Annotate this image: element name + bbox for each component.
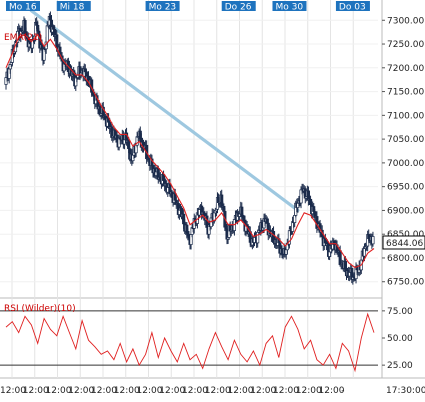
y-tick-label: 7100.00 [387,111,424,121]
y-tick-label: 6800.00 [387,254,424,264]
bottom-time-label: 12:00 [0,386,26,396]
session-label: Mo 16 [9,3,37,13]
y-tick-label: 6850.00 [387,230,424,240]
bottom-time-labels: 12:0012:0012:0012:0012:0012:0012:0012:00… [0,386,425,396]
rsi-y-tick-label: 75.00 [387,307,413,317]
bottom-time-label: 12:00 [137,386,163,396]
bottom-time-label: 12:00 [46,386,72,396]
rsi-line [5,312,375,373]
session-labels: Mo 16 Mi 18 Mo 23 Do 26 Mo 30 Do 03 [6,1,370,13]
candle-body [371,236,375,245]
trendline-group [29,9,300,213]
bottom-time-label: 12:00 [23,386,49,396]
bottom-time-label: 12:00 [250,386,276,396]
rsi-label: RSI (Wilder)(10) [4,304,76,314]
session-label-bg [335,1,370,11]
bottom-time-label: 12:00 [205,386,231,396]
y-tick-label: 7050.00 [387,135,424,145]
rsi-y-tick-label: 25.00 [387,361,413,371]
ema-group [5,33,375,269]
bottom-time-label: 12:00 [114,386,140,396]
session-label-bg [6,1,40,11]
y-tick-label: 7300.00 [387,16,424,26]
main-panel-bg [0,0,382,300]
session-label: Mi 18 [60,3,85,13]
gridlines [0,0,378,378]
y-tick-label: 7200.00 [387,64,424,74]
session-label-bg [221,1,256,11]
y-tick-labels: 7300.00 7250.00 7200.00 7150.00 7100.00 7050.… [382,16,424,371]
bottom-time-label: 12:00 [319,386,345,396]
bottom-time-label: 12:00 [273,386,299,396]
bottom-time-label: 17:30:00 [386,386,425,396]
y-tick-label: 6750.00 [387,278,424,288]
candle-body [45,25,49,43]
y-tick-label: 7000.00 [387,159,424,169]
rsi-y-tick-label: 50.00 [387,334,413,344]
y-tick-label: 6950.00 [387,183,424,193]
session-label-bg [145,1,180,11]
session-label-bg [272,1,307,11]
bottom-time-label: 12:00 [296,386,322,396]
current-price-box: 6844.06 [382,235,425,250]
session-label: Do 03 [339,3,366,13]
session-label: Mo 23 [149,3,177,13]
y-tick-label: 6900.00 [387,206,424,216]
rsi-group [0,310,378,373]
y-tick-label: 7250.00 [387,40,424,50]
session-label: Do 26 [225,3,252,13]
current-price-box-frame [382,235,425,250]
session-label: Mo 30 [275,3,303,13]
trendline [29,9,300,213]
bottom-time-label: 12:00 [182,386,208,396]
bottom-time-label: 12:00 [91,386,117,396]
bottom-time-label: 12:00 [68,386,94,396]
session-label-bg [56,1,91,11]
bottom-time-label: - [341,386,344,396]
bottom-time-label: 12:00 [228,386,254,396]
y-tick-label: 7150.00 [387,88,424,98]
ema-label: EMA(21) [4,33,42,43]
current-price-label: 6844.06 [386,239,423,249]
ema-line [5,33,375,269]
bottom-time-label: 12:00 [159,386,185,396]
